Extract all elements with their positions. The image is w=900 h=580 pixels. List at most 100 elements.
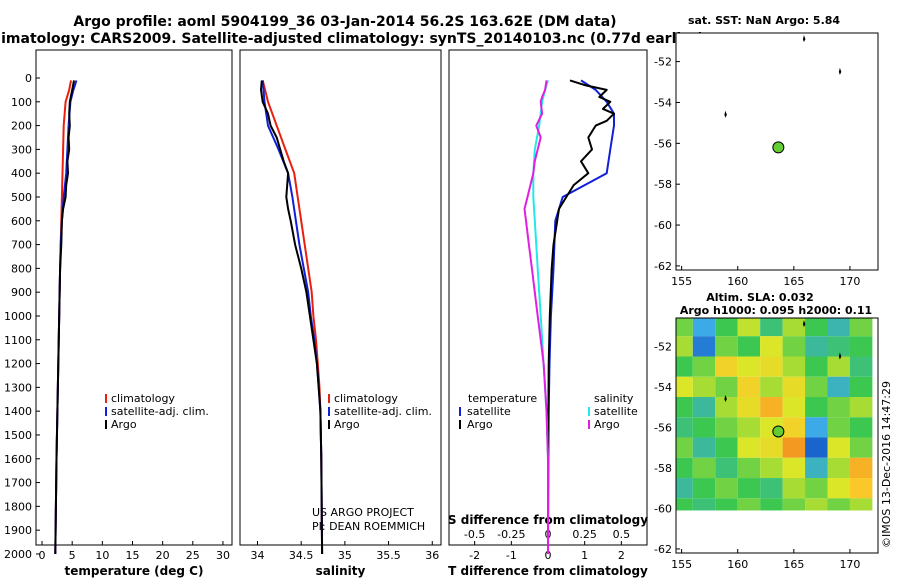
map-title: sat. SST: NaN Argo: 5.84: [688, 14, 840, 27]
heatmap-cell: [737, 478, 761, 499]
legend-label: Argo: [594, 418, 620, 431]
x-tick-label: 0: [545, 549, 552, 562]
heatmap-cell: [676, 397, 693, 418]
heatmap-cell: [715, 336, 738, 357]
top-x-tick-label: 0.25: [572, 528, 597, 541]
heatmap-cell: [849, 417, 873, 438]
heatmap-cell: [692, 457, 716, 479]
heatmap-cell: [849, 478, 873, 499]
x-tick-label: 15: [125, 549, 139, 562]
heatmap-cell: [805, 336, 828, 357]
top-x-tick-label: 0.5: [613, 528, 631, 541]
x-tick-label: 10: [95, 549, 109, 562]
y-tick-label: 1700: [4, 477, 32, 490]
x-tick-label: -2: [469, 549, 480, 562]
heatmap-cell: [737, 397, 761, 418]
heatmap-cell: [760, 457, 783, 479]
x-tick-label: 36: [425, 549, 439, 562]
x-tick-label: 0: [39, 549, 46, 562]
heatmap-cell: [737, 437, 761, 458]
heatmap-cell: [676, 318, 693, 337]
x-tick-label: 170: [839, 558, 860, 571]
heatmap-cell: [737, 498, 761, 511]
heatmap-cell: [715, 417, 738, 438]
heatmap-cell: [737, 457, 761, 479]
y-tick-label: 600: [11, 215, 32, 228]
island-marker: [724, 395, 727, 403]
heatmap-cell: [760, 478, 783, 499]
heatmap-cell: [692, 417, 716, 438]
heatmap-cell: [760, 318, 783, 337]
sst-map-panel: sat. SST: NaN Argo: 5.84 155 160 165 170 -52 -…: [654, 14, 879, 288]
heatmap-cell: [782, 417, 806, 438]
heatmap-cell: [692, 498, 716, 511]
y-tick-label: 100: [11, 96, 32, 109]
heatmap-cell: [805, 356, 828, 377]
x-tick-label: 165: [783, 275, 804, 288]
heatmap-cell: [715, 356, 738, 377]
y-tick-label: 900: [11, 286, 32, 299]
heatmap-cell: [737, 336, 761, 357]
heatmap-cell: [782, 457, 806, 479]
temperature-panel: 0100200300400500600700800900100011001200…: [4, 49, 233, 578]
difference-panel: -2 -1 0 1 2-0.5 -0.25 0 0.25 0.5S difference fro…: [448, 49, 648, 578]
heatmap-cell: [827, 478, 850, 499]
y-tick-label: 1800: [4, 500, 32, 513]
y-tick-label: 1500: [4, 429, 32, 442]
heatmap-cell: [760, 356, 783, 377]
heatmap-cell: [760, 437, 783, 458]
island-marker: [802, 35, 806, 43]
heatmap-cell: [715, 498, 738, 511]
heatmap-cell: [782, 478, 806, 499]
y-tick-label: -60: [654, 219, 672, 232]
heatmap-cell: [827, 336, 850, 357]
heatmap-cell: [692, 336, 716, 357]
y-tick-label: -58: [654, 462, 672, 475]
y-tick-label: -52: [654, 340, 672, 353]
y-tick-label: 400: [11, 167, 32, 180]
top-x-tick-label: -0.25: [497, 528, 525, 541]
heatmap-cell: [692, 376, 716, 398]
heatmap-cell: [782, 397, 806, 418]
heatmap-cell: [692, 356, 716, 377]
legend-label: satellite: [467, 405, 511, 418]
legend-title: salinity: [594, 392, 634, 405]
island-marker: [802, 320, 806, 328]
heatmap-cell: [849, 397, 873, 418]
legend-label: Argo: [111, 418, 137, 431]
heatmap-cell: [805, 478, 828, 499]
x-tick-label: 155: [671, 275, 692, 288]
heatmap-cell: [827, 498, 850, 511]
heatmap-cell: [760, 376, 783, 398]
y-tick-label: -56: [654, 421, 672, 434]
y-tick-label: 0: [25, 72, 32, 85]
y-tick-label: 200: [11, 120, 32, 133]
legend-label: satellite: [594, 405, 638, 418]
legend-title: temperature: [468, 392, 537, 405]
heatmap-cell: [849, 376, 873, 398]
x-tick-label: 35: [338, 549, 352, 562]
heatmap-cell: [737, 318, 761, 337]
argo-position-marker: [772, 425, 785, 438]
heatmap-cell: [782, 318, 806, 337]
plot-frame: [35, 49, 233, 546]
y-tick-label: 1300: [4, 381, 32, 394]
island-marker: [724, 110, 727, 118]
x-tick-label: 5: [69, 549, 76, 562]
heatmap-cell: [737, 417, 761, 438]
heatmap-cell: [715, 397, 738, 418]
x-axis-label: temperature (deg C): [65, 564, 204, 578]
y-tick-label: 1100: [4, 334, 32, 347]
heatmap-cell: [827, 318, 850, 337]
y-tick-label: -56: [654, 137, 672, 150]
heatmap-cell: [849, 336, 873, 357]
heatmap-cell: [849, 318, 873, 337]
x-tick-label: 165: [783, 558, 804, 571]
annotation-text: US ARGO PROJECT: [312, 506, 414, 519]
y-tick-label: 2000: [4, 548, 32, 561]
map-title: Altim. SLA: 0.032: [706, 291, 813, 304]
x-tick-label: 155: [671, 558, 692, 571]
y-tick-label: 700: [11, 239, 32, 252]
heatmap-cell: [715, 437, 738, 458]
